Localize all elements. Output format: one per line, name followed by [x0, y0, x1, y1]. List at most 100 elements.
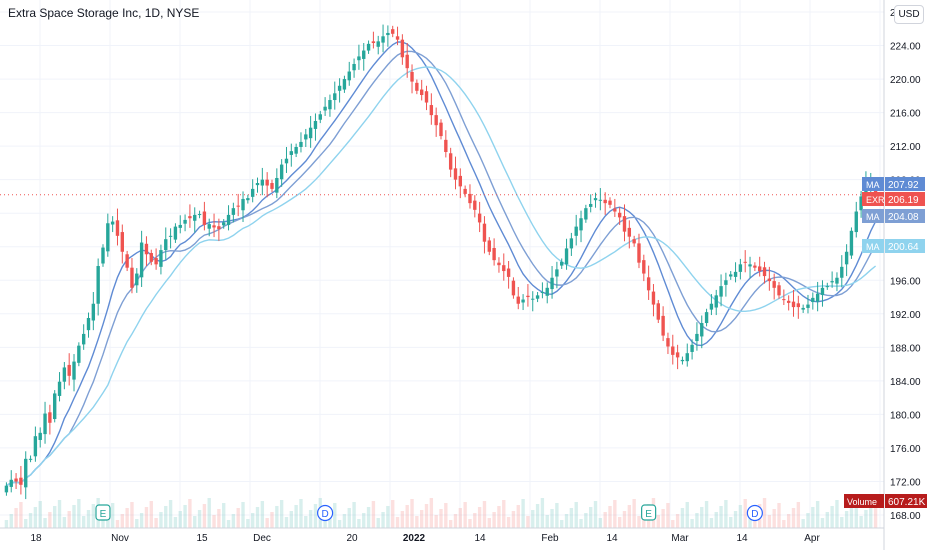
- currency-button[interactable]: USD: [894, 5, 924, 24]
- volume-bar: [873, 498, 878, 528]
- volume-bar: [550, 509, 554, 528]
- volume-bar: [154, 518, 158, 528]
- candle-body: [222, 222, 226, 226]
- price-label-name: EXR: [866, 195, 885, 205]
- candle-body: [733, 271, 738, 277]
- candle-body: [279, 164, 284, 180]
- candle-body: [560, 261, 564, 266]
- candle-body: [685, 353, 689, 362]
- candle-body: [695, 333, 699, 342]
- volume-bar: [613, 500, 617, 528]
- candle-body: [400, 39, 405, 58]
- candle-body: [395, 36, 400, 40]
- volume-bar: [849, 505, 854, 528]
- volume-bar: [820, 518, 825, 528]
- volume-bar: [222, 503, 226, 528]
- price-label-box: [885, 209, 925, 223]
- volume-bar: [502, 500, 506, 528]
- volume-bar: [38, 501, 42, 528]
- volume-bar: [497, 506, 501, 528]
- candle-body: [782, 299, 786, 301]
- candle-body: [313, 120, 318, 129]
- volume-bar: [729, 517, 733, 528]
- candle-body: [366, 43, 371, 51]
- volume-bar: [265, 518, 269, 528]
- volume-bar: [419, 510, 424, 528]
- candle-body: [506, 268, 511, 277]
- price-label-box: [885, 192, 925, 206]
- candle-body: [656, 303, 660, 320]
- price-label-name: MA: [866, 180, 880, 190]
- volume-bar: [709, 518, 714, 528]
- candle-body: [362, 50, 366, 59]
- volume-bar: [410, 499, 414, 528]
- price-label-box: [885, 239, 925, 253]
- volume-bar: [323, 515, 327, 528]
- volume-bar: [415, 516, 419, 528]
- candle-body: [671, 346, 675, 355]
- price-tick-label: 192.00: [890, 310, 921, 321]
- volume-bar: [115, 520, 120, 528]
- volume-bar: [569, 508, 574, 528]
- candle-body: [801, 307, 805, 310]
- volume-bar: [444, 503, 448, 528]
- time-tick-label: Mar: [671, 533, 689, 544]
- volume-bar: [671, 520, 675, 528]
- candle-body: [482, 223, 487, 242]
- candle-body: [758, 266, 762, 272]
- candle-body: [241, 198, 245, 211]
- volume-bar: [362, 513, 366, 528]
- candle-body: [738, 264, 743, 272]
- candle-body: [183, 219, 187, 224]
- volume-bar: [622, 511, 627, 528]
- volume-bar: [700, 507, 704, 528]
- price-tick-label: 2: [890, 8, 896, 19]
- volume-bar: [342, 514, 347, 528]
- candle-body: [43, 413, 47, 435]
- price-label-tag: [862, 177, 884, 191]
- volume-bar: [91, 504, 96, 528]
- time-axis[interactable]: 18 Nov 15 Dec 20 2022 14 Feb 14 Mar 14 Apr: [0, 527, 884, 544]
- volume-bar: [869, 504, 873, 528]
- volume-bar: [284, 517, 289, 528]
- candle-body: [579, 218, 583, 231]
- price-axis[interactable]: 2224.00220.00216.00212.00208.00204.00200…: [883, 0, 921, 550]
- volume-bars: [4, 498, 878, 528]
- candle-body: [255, 183, 260, 186]
- volume-bar: [395, 517, 400, 528]
- candle-body: [627, 227, 632, 237]
- candle-body: [250, 188, 255, 197]
- volume-bar: [772, 509, 776, 528]
- volume-bar: [786, 514, 791, 528]
- price-label-tag: [862, 209, 884, 223]
- volume-bar: [72, 505, 76, 528]
- volume-bar: [434, 515, 438, 528]
- candle-body: [854, 211, 858, 233]
- candle-body: [424, 91, 429, 103]
- candle-body: [463, 188, 467, 194]
- candle-body: [584, 208, 588, 220]
- candle-body: [786, 300, 791, 303]
- volume-bar: [598, 518, 603, 528]
- volume-bar: [748, 516, 752, 528]
- volume-bar: [864, 510, 868, 528]
- volume-bar: [197, 510, 202, 528]
- candle-body: [569, 238, 574, 249]
- volume-bar: [246, 519, 250, 528]
- candle-body: [675, 352, 680, 358]
- volume-bar: [183, 505, 187, 528]
- time-tick-label: Apr: [804, 533, 820, 544]
- candle-body: [617, 212, 622, 218]
- volume-bar: [81, 516, 86, 528]
- volume-bar: [193, 516, 197, 528]
- candle-body: [67, 364, 71, 376]
- volume-bar: [347, 508, 351, 528]
- candle-body: [154, 258, 158, 265]
- candle-body: [81, 333, 86, 345]
- candle-body: [753, 265, 757, 268]
- moving-average-line: [6, 66, 877, 487]
- grid: [0, 0, 884, 528]
- price-tick-label: 196.00: [890, 276, 921, 287]
